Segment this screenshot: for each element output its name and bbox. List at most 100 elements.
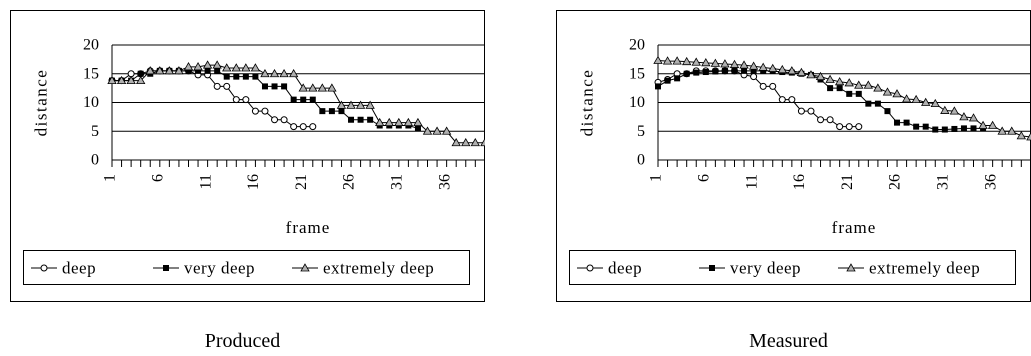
data-point — [960, 113, 968, 120]
y-tick-label: 20 — [83, 37, 99, 54]
data-point — [310, 97, 316, 103]
data-point — [300, 97, 306, 103]
data-point — [300, 124, 306, 130]
legend-label: extremely deep — [323, 259, 434, 278]
x-tick-label: 11 — [197, 174, 214, 189]
y-axis-label: distance — [578, 69, 597, 137]
x-tick-label: 1 — [102, 174, 119, 182]
data-point — [262, 83, 268, 89]
x-tick-label: 6 — [695, 174, 712, 182]
data-point — [1017, 132, 1025, 139]
y-tick-label: 5 — [91, 123, 99, 140]
data-point — [291, 124, 297, 130]
chart-panel-produced: 161116212631364105101520distanceframedee… — [0, 0, 485, 356]
legend-marker — [41, 265, 47, 271]
data-point — [722, 68, 728, 74]
chart-caption: Measured — [546, 330, 1031, 353]
data-point — [942, 127, 948, 133]
legend-label: very deep — [184, 259, 255, 278]
x-tick-label: 36 — [982, 174, 999, 190]
legend-marker — [709, 265, 715, 271]
data-point — [923, 124, 929, 130]
x-tick-label: 26 — [887, 174, 904, 190]
chart-panel-measured: 161116212631364105101520distanceframedee… — [546, 0, 1031, 356]
data-point — [338, 108, 344, 114]
data-point — [837, 85, 843, 91]
legend-label: very deep — [730, 259, 801, 278]
data-point — [252, 108, 258, 114]
data-point — [693, 70, 699, 76]
data-point — [884, 108, 890, 114]
y-axis-label: distance — [32, 69, 51, 137]
x-tick-label: 41 — [484, 174, 485, 190]
data-point — [741, 68, 747, 74]
data-point — [971, 125, 977, 131]
y-tick-label: 15 — [629, 65, 645, 82]
data-point — [348, 117, 354, 123]
data-point — [291, 97, 297, 103]
data-point — [731, 68, 737, 74]
chart-produced: 161116212631364105101520distanceframedee… — [0, 0, 485, 302]
data-point — [904, 120, 910, 126]
data-point — [798, 108, 804, 114]
x-tick-label: 11 — [743, 174, 760, 189]
legend-label: deep — [62, 259, 96, 278]
data-point — [941, 107, 949, 114]
data-point — [233, 97, 239, 103]
y-tick-label: 0 — [91, 152, 99, 169]
data-point — [684, 71, 690, 77]
data-point — [252, 74, 258, 80]
x-axis-label: frame — [832, 218, 877, 237]
data-point — [808, 108, 814, 114]
data-point — [846, 91, 852, 97]
x-tick-label: 31 — [935, 174, 952, 190]
chart-caption: Produced — [0, 330, 485, 353]
data-point — [224, 83, 230, 89]
data-point — [827, 85, 833, 91]
legend-marker — [163, 265, 169, 271]
data-point — [703, 69, 709, 75]
data-point — [358, 117, 364, 123]
data-point — [214, 68, 220, 74]
data-point — [281, 83, 287, 89]
data-point — [865, 101, 871, 107]
data-point — [883, 88, 891, 95]
chart-measured: 161116212631364105101520distanceframedee… — [546, 0, 1031, 302]
data-point — [903, 95, 911, 102]
data-point — [875, 101, 881, 107]
data-point — [712, 68, 718, 74]
data-point — [281, 117, 287, 123]
x-tick-label: 1 — [648, 174, 665, 182]
data-point — [846, 124, 852, 130]
y-tick-label: 0 — [637, 152, 645, 169]
data-point — [770, 83, 776, 89]
x-axis-label: frame — [286, 218, 331, 237]
y-tick-label: 15 — [83, 65, 99, 82]
data-point — [818, 117, 824, 123]
data-point — [932, 127, 938, 133]
data-point — [674, 75, 680, 81]
data-point — [751, 74, 757, 80]
x-tick-label: 16 — [245, 174, 262, 190]
data-point — [760, 83, 766, 89]
data-point — [262, 108, 268, 114]
data-point — [367, 117, 373, 123]
data-point — [856, 91, 862, 97]
x-tick-label: 16 — [791, 174, 808, 190]
data-point — [951, 126, 957, 132]
data-point — [779, 97, 785, 103]
legend-marker — [587, 265, 593, 271]
data-point — [894, 120, 900, 126]
data-point — [665, 78, 671, 84]
legend-label: extremely deep — [869, 259, 980, 278]
data-point — [243, 97, 249, 103]
data-point — [827, 117, 833, 123]
x-tick-label: 36 — [436, 174, 453, 190]
data-point — [654, 57, 662, 64]
data-point — [856, 124, 862, 130]
data-point — [319, 108, 325, 114]
legend: deep very deep extremely deep — [24, 251, 470, 285]
data-point — [233, 74, 239, 80]
x-tick-label: 21 — [293, 174, 310, 190]
data-point — [205, 68, 211, 74]
